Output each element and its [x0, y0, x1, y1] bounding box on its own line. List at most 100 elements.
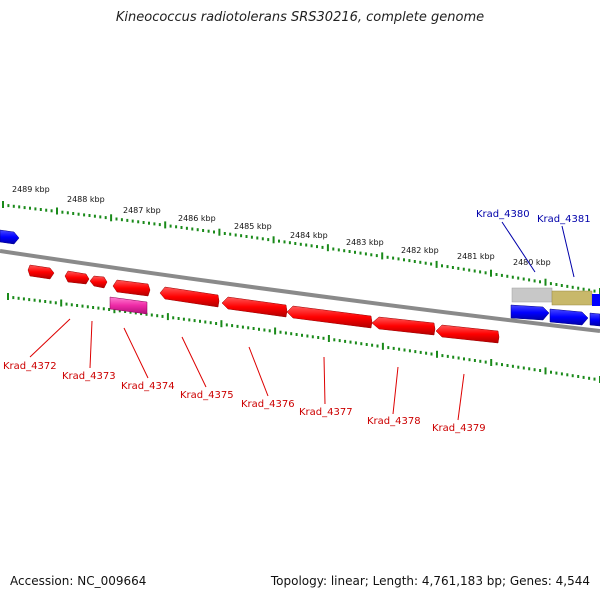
ruler-minor-tick: [177, 317, 180, 320]
ruler-minor-tick: [446, 354, 449, 358]
ruler-minor-tick: [76, 304, 79, 307]
gene-label[interactable]: Krad_4377: [299, 407, 353, 418]
ruler-minor-tick: [158, 223, 161, 227]
gene-label[interactable]: Krad_4378: [367, 416, 421, 427]
gene-krad-4374-rna[interactable]: [109, 296, 148, 315]
ruler-minor-tick: [284, 331, 287, 335]
ruler-minor-tick: [522, 277, 525, 281]
ruler-major-tick: [326, 244, 329, 252]
ruler-minor-tick: [140, 312, 143, 316]
ruler-label: 2486 kbp: [178, 214, 216, 223]
ruler-minor-tick: [332, 247, 335, 251]
ruler-major-tick: [435, 260, 438, 268]
ruler-minor-tick: [457, 356, 460, 360]
gene-label[interactable]: Krad_4375: [180, 390, 234, 401]
ruler-minor-tick: [295, 333, 298, 336]
ruler-major-tick: [272, 236, 275, 244]
ruler-minor-tick: [441, 354, 444, 358]
gene-right-partial[interactable]: [589, 312, 600, 327]
ruler-minor-tick: [365, 343, 368, 346]
ruler-minor-tick: [156, 314, 159, 318]
ruler-major-tick: [381, 252, 384, 260]
ruler-minor-tick: [560, 284, 563, 287]
ruler-minor-tick: [102, 307, 105, 311]
ruler-minor-tick: [172, 316, 175, 320]
gene-krad-4372[interactable]: [27, 264, 55, 280]
gene-krad-4378[interactable]: [371, 316, 436, 336]
ruler-minor-tick: [593, 289, 596, 293]
ruler-labels: 2489 kbp 2488 kbp 2487 kbp 2486 kbp 2485…: [12, 185, 551, 267]
ruler-minor-tick: [506, 364, 509, 367]
ruler-minor-tick: [344, 339, 347, 343]
ruler-minor-tick: [452, 355, 455, 359]
ruler-minor-tick: [370, 253, 373, 257]
ruler-minor-tick: [398, 347, 401, 351]
gene-krad-4380-region[interactable]: [511, 287, 553, 303]
gene-krad-4373b[interactable]: [89, 275, 108, 289]
ruler-minor-tick: [61, 210, 64, 214]
gene-label[interactable]: Krad_4379: [432, 423, 486, 434]
ruler-minor-tick: [375, 254, 378, 258]
ruler-minor-tick: [371, 343, 374, 347]
ruler-minor-tick: [446, 265, 449, 269]
ruler-minor-tick: [288, 241, 291, 245]
ruler-minor-tick: [533, 279, 536, 283]
ruler-minor-tick: [142, 221, 145, 224]
ruler-minor-tick: [301, 333, 303, 337]
ruler-major-tick: [436, 350, 438, 358]
ruler-minor-tick: [104, 216, 107, 220]
ruler-minor-tick: [241, 325, 244, 329]
gene-left-partial[interactable]: [0, 229, 20, 245]
ruler-minor-tick: [97, 306, 100, 310]
ruler-minor-tick: [99, 215, 102, 219]
gene-leader-lines: [29, 221, 575, 421]
ruler-minor-tick: [566, 373, 569, 377]
ruler-minor-tick: [145, 312, 148, 316]
ruler-minor-tick: [28, 298, 31, 302]
ruler-minor-tick: [506, 274, 509, 278]
gene-label[interactable]: Krad_4372: [3, 361, 57, 372]
gene-krad-4373a[interactable]: [64, 270, 90, 285]
gene-label[interactable]: Krad_4374: [121, 381, 175, 392]
gene-label[interactable]: Krad_4380: [476, 209, 530, 220]
ruler-minor-tick: [577, 375, 580, 378]
gene-right-partial-top[interactable]: [592, 294, 600, 306]
ruler-minor-tick: [316, 245, 318, 249]
ruler-minor-tick: [209, 321, 212, 325]
ruler-minor-tick: [593, 377, 596, 381]
ruler-minor-tick: [38, 299, 41, 303]
ruler-minor-tick: [294, 242, 297, 245]
ruler-minor-tick: [333, 338, 336, 342]
ruler-minor-tick: [129, 310, 132, 314]
ruler-minor-tick: [468, 358, 471, 362]
ruler-minor-tick: [348, 250, 351, 253]
gene-krad-4375[interactable]: [159, 286, 220, 308]
gene-krad-4374a[interactable]: [112, 279, 151, 297]
ruler-minor-tick: [539, 369, 542, 372]
gene-label[interactable]: Krad_4373: [62, 371, 116, 382]
gene-krad-4377[interactable]: [286, 305, 373, 329]
ruler-minor-tick: [191, 227, 194, 231]
ruler-minor-tick: [118, 309, 121, 313]
gene-krad-4376[interactable]: [221, 296, 288, 318]
gene-label[interactable]: Krad_4376: [241, 399, 295, 410]
gene-krad-4381-region[interactable]: [551, 290, 593, 306]
gene-krad-4380[interactable]: [510, 304, 550, 321]
gene-krad-4381[interactable]: [549, 308, 589, 326]
ruler-minor-tick: [54, 301, 57, 305]
ruler-minor-tick: [120, 218, 123, 222]
ruler-minor-tick: [225, 323, 228, 327]
gene-label[interactable]: Krad_4381: [537, 214, 591, 225]
ruler-major-tick: [381, 342, 384, 350]
ruler-minor-tick: [278, 239, 280, 243]
ruler-minor-tick: [23, 206, 26, 210]
ruler-minor-tick: [150, 313, 153, 317]
ruler-minor-tick: [34, 207, 37, 211]
ruler-minor-tick: [425, 351, 428, 355]
ruler-minor-tick: [321, 245, 324, 249]
ruler-minor-tick: [463, 357, 465, 361]
ruler-minor-tick: [305, 243, 308, 247]
ruler-minor-tick: [88, 214, 91, 217]
ruler-minor-tick: [252, 327, 255, 330]
gene-krad-4379[interactable]: [435, 324, 500, 344]
